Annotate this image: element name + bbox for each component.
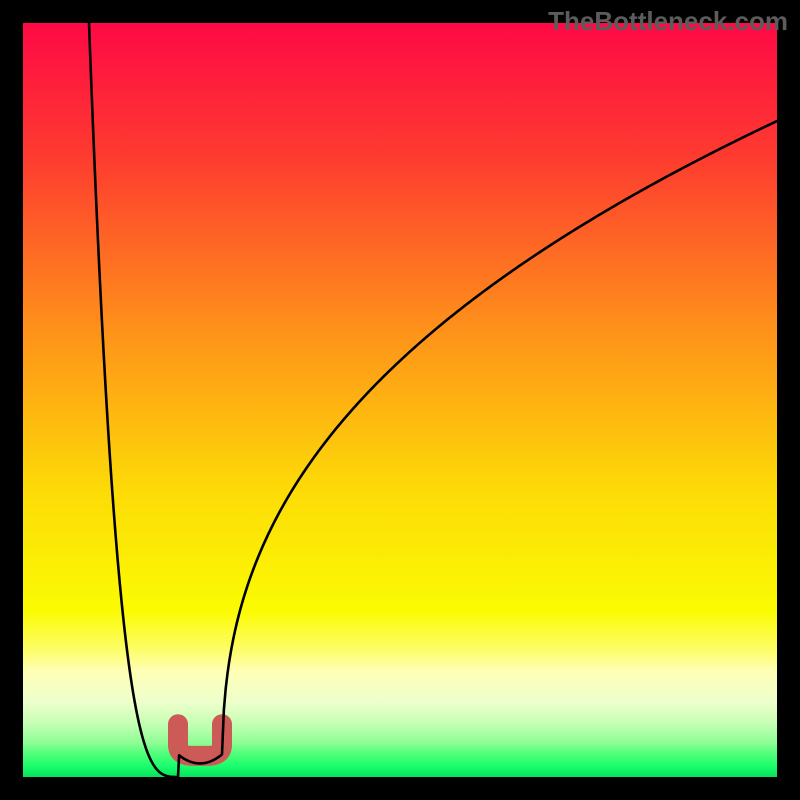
- chart-border: [0, 777, 800, 800]
- chart-root: TheBottleneck.com: [0, 0, 800, 800]
- chart-border: [777, 0, 800, 800]
- chart-border: [0, 0, 23, 800]
- bottleneck-chart: [0, 0, 800, 800]
- watermark-text: TheBottleneck.com: [548, 6, 788, 37]
- gradient-background: [23, 23, 777, 777]
